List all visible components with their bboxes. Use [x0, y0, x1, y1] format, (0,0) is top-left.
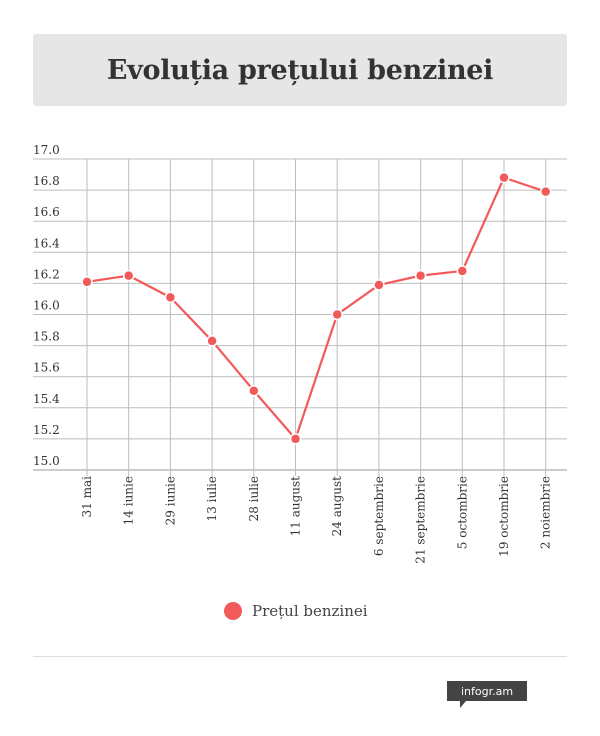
x-tick-label: 11 august	[289, 476, 303, 537]
data-point	[206, 335, 218, 347]
x-tick-label: 6 septembrie	[372, 476, 386, 556]
legend-marker	[224, 602, 242, 620]
x-axis-ticks: 31 mai 14 iunie 29 iunie 13 iulie 28 iulie 11…	[80, 476, 553, 564]
data-point	[331, 308, 343, 321]
y-tick-label: 15.6	[33, 361, 60, 375]
series-group	[81, 171, 552, 445]
y-tick-label: 17.0	[33, 143, 60, 157]
x-tick-label: 13 iulie	[205, 476, 219, 521]
x-tick-label: 29 iunie	[163, 476, 177, 525]
y-tick-label: 16.6	[33, 205, 60, 219]
legend-label: Prețul benzinei	[252, 602, 368, 620]
data-point	[289, 433, 302, 445]
page-title: Evoluția prețului benzinei	[106, 54, 494, 86]
x-tick-label: 19 octombrie	[497, 476, 511, 557]
y-tick-label: 15.8	[33, 330, 60, 344]
data-point	[539, 185, 552, 198]
data-point	[373, 279, 385, 291]
series-line	[86, 176, 547, 440]
chart-grid	[33, 158, 567, 476]
data-point	[164, 291, 177, 304]
y-tick-label: 15.2	[33, 423, 60, 437]
x-tick-label: 5 octombrie	[455, 476, 469, 549]
x-tick-label: 24 august	[330, 476, 344, 537]
brand-logo-tail	[460, 701, 466, 708]
line-chart: 15.0 15.2 15.4 15.6 15.8 16.0 16.2 16.4 16.6 16.8…	[33, 143, 567, 564]
x-tick-label: 14 iunie	[122, 476, 136, 525]
data-point	[122, 269, 135, 282]
data-point	[414, 269, 427, 282]
data-point	[498, 171, 510, 184]
y-tick-label: 15.4	[33, 392, 60, 406]
data-point	[81, 276, 93, 288]
x-tick-label: 28 iulie	[247, 476, 261, 521]
y-tick-label: 16.4	[33, 236, 60, 250]
legend[interactable]: Prețul benzinei	[224, 602, 368, 620]
x-tick-label: 2 noiembrie	[539, 476, 553, 549]
x-tick-label: 21 septembrie	[414, 476, 428, 564]
data-point	[456, 265, 469, 277]
title-box: Evoluția prețului benzinei	[33, 34, 567, 106]
footer-divider	[33, 656, 567, 657]
y-axis-ticks: 15.0 15.2 15.4 15.6 15.8 16.0 16.2 16.4 16.6 16.8…	[33, 143, 60, 468]
y-tick-label: 15.0	[33, 454, 60, 468]
brand-logo[interactable]: infogr.am	[447, 681, 527, 701]
y-tick-label: 16.2	[33, 267, 60, 281]
x-tick-label: 31 mai	[80, 476, 94, 518]
y-tick-label: 16.8	[33, 174, 60, 188]
y-tick-label: 16.0	[33, 299, 60, 313]
data-point	[248, 384, 260, 397]
